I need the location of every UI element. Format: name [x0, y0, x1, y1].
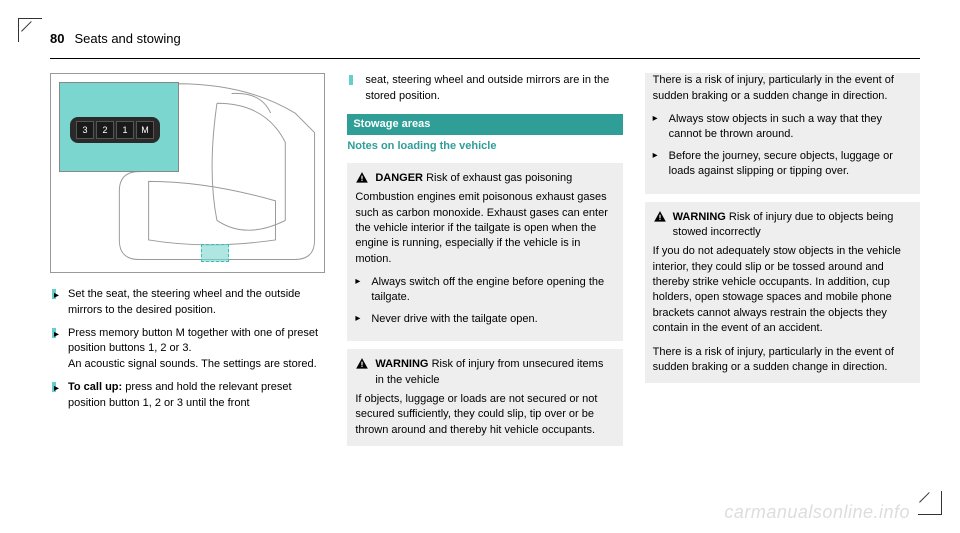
- instruction-text: Set the seat, the steering wheel and the…: [68, 288, 300, 315]
- danger-body: Combustion engines emit poisonous exhaus…: [355, 190, 614, 267]
- warning2-title-wrap: WARNING Risk of injury due to objects be…: [673, 210, 912, 241]
- warning-cont-bullet: Always stow objects in such a way that t…: [653, 112, 912, 143]
- danger-title-row: DANGER Risk of exhaust gas poisoning: [355, 171, 614, 186]
- memory-button-2: 2: [96, 121, 114, 139]
- warning-cont-intro: There is a risk of injury, particularly …: [653, 73, 912, 104]
- warning-box-2: WARNING Risk of injury due to objects be…: [645, 202, 920, 384]
- danger-bullets: Always switch off the engine before open…: [355, 275, 614, 327]
- memory-button-3: 3: [76, 121, 94, 139]
- warning2-label: WARNING: [673, 211, 726, 223]
- warning2-title-row: WARNING Risk of injury due to objects be…: [653, 210, 912, 241]
- instruction-text: An acoustic signal sounds. The settings …: [68, 358, 317, 370]
- page-number: 80: [50, 30, 64, 48]
- warning-title-wrap: WARNING Risk of injury from unsecured it…: [375, 357, 614, 388]
- content-columns: 3 2 1 M ▸ Set the seat, the steering whe…: [50, 73, 920, 454]
- column-2: seat, steering wheel and outside mirrors…: [347, 73, 622, 454]
- warning2-body1: If you do not adequately stow objects in…: [653, 244, 912, 336]
- warning-cont-bullet: Before the journey, secure objects, lugg…: [653, 149, 912, 180]
- instruction-list: ▸ Set the seat, the steering wheel and t…: [50, 287, 325, 411]
- page-header: 80 Seats and stowing: [50, 30, 920, 48]
- continuation-text: seat, steering wheel and outside mirrors…: [347, 73, 622, 104]
- danger-label: DANGER: [375, 172, 423, 184]
- danger-box: DANGER Risk of exhaust gas poisoning Com…: [347, 163, 622, 342]
- warning-triangle-icon: [355, 357, 369, 371]
- watermark: carmanualsonline.info: [724, 500, 910, 525]
- column-1: 3 2 1 M ▸ Set the seat, the steering whe…: [50, 73, 325, 454]
- warning-label: WARNING: [375, 358, 428, 370]
- danger-bullet: Never drive with the tailgate open.: [355, 312, 614, 327]
- section-heading: Stowage areas: [347, 114, 622, 135]
- continuation-body: seat, steering wheel and outside mirrors…: [365, 74, 609, 101]
- memory-button-row: 3 2 1 M: [70, 117, 160, 143]
- danger-title: Risk of exhaust gas poisoning: [426, 172, 572, 184]
- warning-cont-bullets: Always stow objects in such a way that t…: [653, 112, 912, 180]
- instruction-item: ▸ Set the seat, the steering wheel and t…: [50, 287, 325, 318]
- instruction-item: ▸ To call up: press and hold the relevan…: [50, 380, 325, 411]
- warning-title-row: WARNING Risk of injury from unsecured it…: [355, 357, 614, 388]
- section-subheading: Notes on loading the vehicle: [347, 139, 622, 154]
- warning2-body2: There is a risk of injury, particularly …: [653, 345, 912, 376]
- instruction-item: ▸ Press memory button M together with on…: [50, 326, 325, 372]
- danger-bullet: Always switch off the engine before open…: [355, 275, 614, 306]
- highlight-marker: [201, 244, 229, 262]
- instruction-text: Press memory button M together with one …: [68, 327, 318, 354]
- warning-triangle-icon: [355, 171, 369, 185]
- header-divider: [50, 58, 920, 59]
- warning-continuation-box: There is a risk of injury, particularly …: [645, 73, 920, 193]
- arrow-icon: ▸: [54, 289, 59, 303]
- memory-button-1: 1: [116, 121, 134, 139]
- chapter-title: Seats and stowing: [74, 30, 180, 48]
- danger-title-wrap: DANGER Risk of exhaust gas poisoning: [375, 171, 572, 186]
- warning-box: WARNING Risk of injury from unsecured it…: [347, 349, 622, 446]
- seat-memory-illustration: 3 2 1 M: [50, 73, 325, 273]
- memory-button-panel: 3 2 1 M: [59, 82, 179, 172]
- arrow-icon: ▸: [54, 382, 59, 396]
- arrow-icon: ▸: [54, 328, 59, 342]
- warning-triangle-icon: [653, 210, 667, 224]
- memory-button-m: M: [136, 121, 154, 139]
- column-3: There is a risk of injury, particularly …: [645, 73, 920, 454]
- warning-body: If objects, luggage or loads are not sec…: [355, 392, 614, 438]
- instruction-bold: To call up:: [68, 381, 122, 393]
